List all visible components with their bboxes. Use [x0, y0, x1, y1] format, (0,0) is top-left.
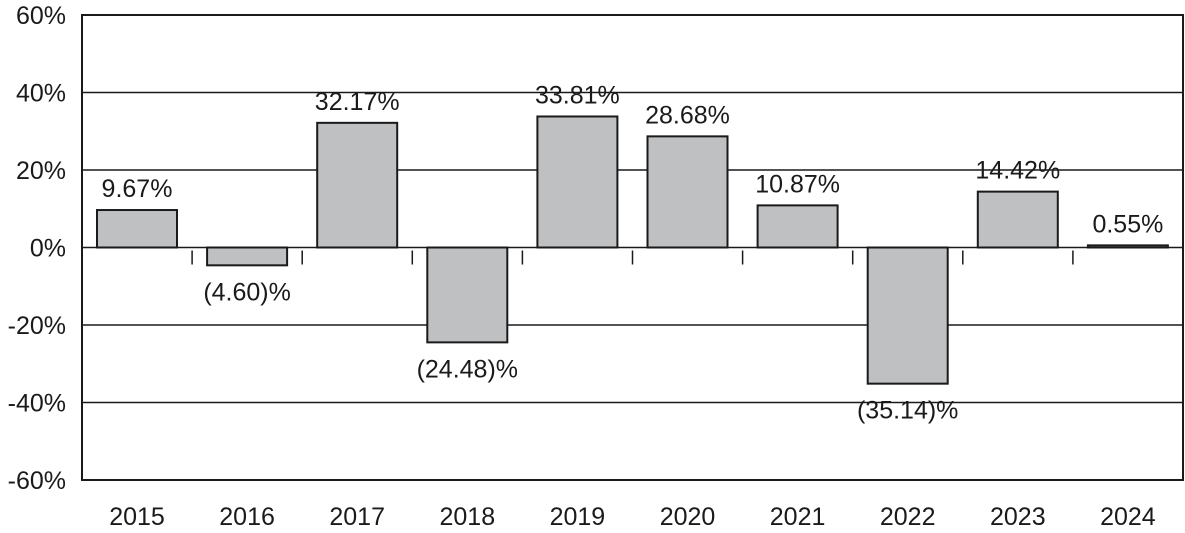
bar-2020 [646, 135, 729, 249]
x-tick-label: 2019 [550, 503, 606, 531]
x-tick-label: 2016 [219, 503, 275, 531]
bar-2019 [536, 115, 619, 249]
x-tick-label: 2020 [660, 503, 716, 531]
y-tick-label: -60% [8, 467, 66, 495]
bar-2018 [426, 246, 509, 344]
data-label-2023: 14.42% [975, 157, 1060, 185]
bars [96, 115, 1169, 385]
x-axis-ticks [191, 250, 1074, 265]
data-label-2018: (24.48)% [417, 355, 518, 383]
plot-frame [81, 14, 1184, 481]
y-tick-label: 40% [16, 80, 66, 108]
bar-2015 [96, 209, 178, 249]
x-axis-tick-labels: 2015 2016 2017 2018 2019 2020 2021 2022 2023 2024 [109, 503, 1156, 531]
bar-2017 [316, 121, 399, 249]
bar-2021 [756, 204, 839, 249]
y-tick-label: 60% [16, 2, 66, 30]
data-label-2024: 0.55% [1092, 210, 1163, 238]
data-label-2019: 33.81% [535, 81, 620, 109]
x-tick-label: 2021 [770, 503, 826, 531]
x-tick-label: 2022 [880, 503, 936, 531]
x-tick-label: 2023 [990, 503, 1046, 531]
x-tick-label: 2018 [439, 503, 495, 531]
data-labels: 9.67% (4.60)% 32.17% (24.48)% 33.81% 28.68% 10… [102, 81, 1164, 424]
y-tick-label: -20% [8, 312, 66, 340]
y-tick-label: 20% [16, 157, 66, 185]
data-label-2016: (4.60)% [203, 278, 291, 306]
bar-2022 [866, 246, 949, 385]
data-label-2017: 32.17% [315, 88, 400, 116]
bar-2016 [206, 246, 289, 267]
data-label-2015: 9.67% [102, 175, 173, 203]
data-label-2022: (35.14)% [857, 397, 958, 425]
bar-2023 [976, 190, 1059, 249]
y-axis-tick-labels: 60% 40% 20% 0% -20% -40% -60% [8, 2, 66, 495]
y-tick-label: 0% [30, 235, 66, 263]
y-tick-label: -40% [8, 390, 66, 418]
x-tick-label: 2024 [1100, 503, 1156, 531]
data-label-2020: 28.68% [645, 101, 730, 129]
bar-2024 [1086, 244, 1169, 249]
x-tick-label: 2015 [109, 503, 165, 531]
data-label-2021: 10.87% [755, 170, 840, 198]
x-tick-label: 2017 [329, 503, 385, 531]
